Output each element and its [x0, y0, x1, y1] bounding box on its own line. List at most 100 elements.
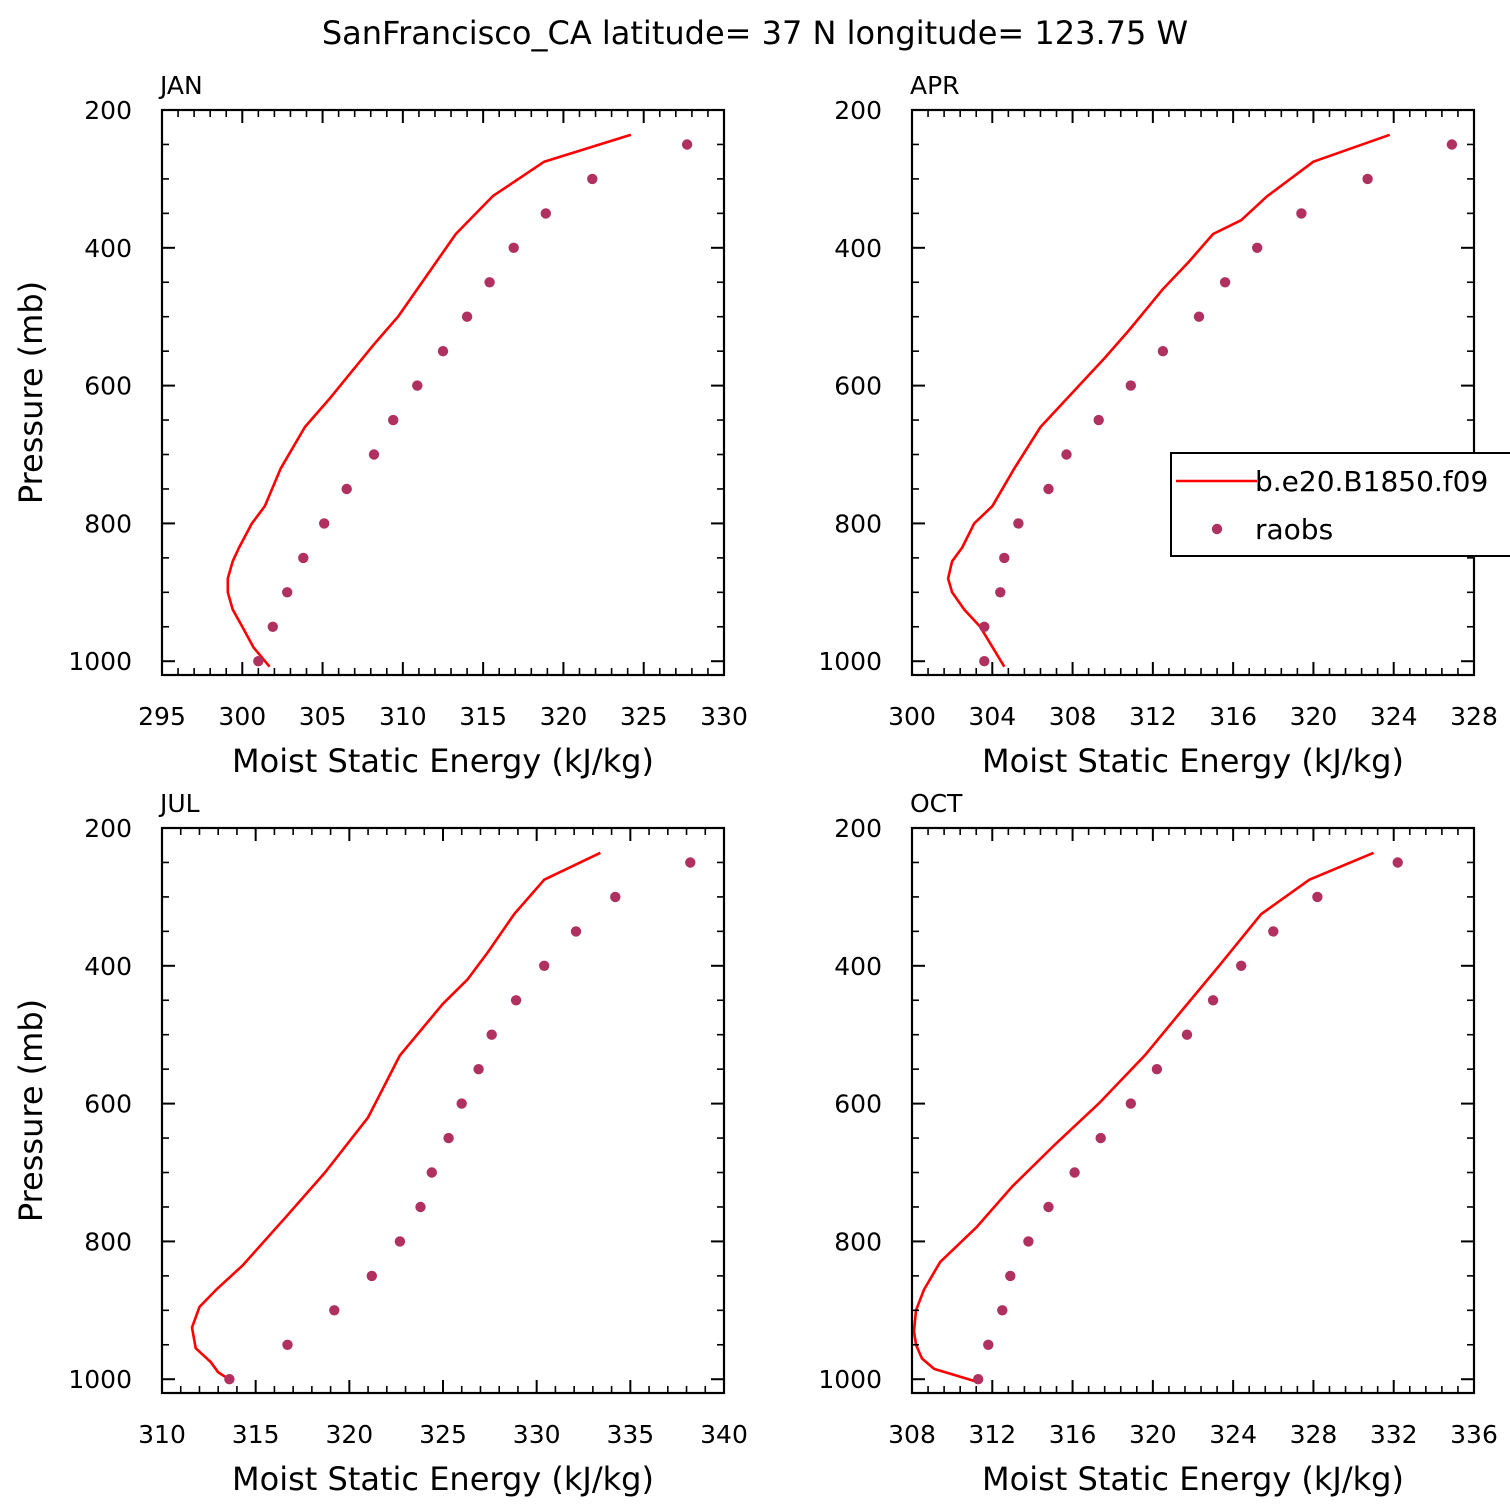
raobs-point [1043, 483, 1054, 495]
raobs-point [1125, 1098, 1137, 1109]
raobs-point [1268, 926, 1279, 937]
raobs-point [1013, 518, 1024, 529]
x-tick-label: 324 [1370, 702, 1418, 731]
raobs-point [1093, 414, 1104, 426]
raobs-point [570, 926, 582, 937]
y-tick-label: 200 [84, 814, 132, 843]
x-tick-label: 328 [1450, 702, 1498, 731]
axes-frame [910, 826, 1476, 1395]
panel-jan: 295 300 305 310 315 320 325 330 200 400 600 800 1000… [12, 71, 748, 780]
y-tick-label: 600 [834, 372, 882, 401]
x-axis-label: Moist Static Energy (kJ/kg) [232, 1460, 654, 1498]
x-tick-label: 320 [325, 1420, 373, 1449]
figure-title: SanFrancisco_CA latitude= 37 N longitude… [322, 14, 1188, 52]
x-tick-label: 312 [968, 1420, 1016, 1449]
raobs-point [1362, 173, 1373, 185]
raobs-point [282, 1339, 293, 1351]
y-axis-label: Pressure (mb) [12, 999, 50, 1222]
panel-title: JAN [158, 71, 203, 100]
raobs-point [1069, 1167, 1080, 1178]
x-tick-label: 340 [700, 1420, 748, 1449]
x-tick-label: 324 [1209, 1420, 1257, 1449]
y-tick-label: 1000 [818, 647, 882, 676]
x-tick-label: 330 [700, 702, 748, 731]
y-tick-label: 200 [834, 96, 882, 125]
panel-title: OCT [910, 789, 963, 818]
raobs-point [1157, 346, 1169, 357]
y-tick-label: 800 [834, 1227, 882, 1256]
raobs-point [1151, 1064, 1163, 1075]
raobs-point [388, 414, 399, 426]
legend: b.e20.B1850.f09 raobs [1170, 452, 1510, 557]
raobs-point [1005, 1270, 1016, 1282]
y-tick-label: 400 [84, 234, 132, 263]
raobs-point [461, 311, 473, 322]
y-tick-label: 600 [84, 372, 132, 401]
y-tick-label: 400 [834, 234, 882, 263]
raobs-point [224, 1374, 235, 1385]
x-axis-label: Moist Static Energy (kJ/kg) [982, 742, 1404, 780]
y-tick-label: 800 [84, 1227, 132, 1256]
y-tick-label: 800 [84, 509, 132, 538]
raobs-point [1446, 139, 1458, 150]
raobs-point [486, 1029, 497, 1040]
x-tick-label: 328 [1290, 1420, 1338, 1449]
raobs-point [979, 656, 990, 667]
legend-raobs-marker [1211, 523, 1223, 535]
axes-frame [160, 108, 726, 677]
x-tick-label: 332 [1370, 1420, 1418, 1449]
raobs-point [610, 891, 621, 903]
x-tick-label: 320 [1290, 702, 1338, 731]
x-tick-label: 295 [138, 702, 186, 731]
raobs-point [267, 621, 278, 632]
raobs-point [979, 621, 990, 632]
raobs-point [412, 380, 423, 391]
raobs-point [973, 1374, 984, 1385]
raobs-point [1252, 242, 1263, 253]
raobs-point [394, 1236, 406, 1247]
raobs-point [1023, 1236, 1034, 1247]
y-tick-label: 1000 [68, 1365, 132, 1394]
y-tick-label: 200 [834, 814, 882, 843]
raobs-point [997, 1305, 1008, 1316]
y-axis-label: Pressure (mb) [12, 281, 50, 504]
raobs-point [253, 656, 264, 667]
raobs-point [473, 1064, 484, 1075]
x-tick-label: 316 [1209, 702, 1257, 731]
raobs-point [319, 518, 330, 529]
legend-raobs-label: raobs [1255, 513, 1333, 546]
y-tick-label: 400 [834, 952, 882, 981]
model-line [912, 851, 1375, 1384]
axes-frame [910, 108, 1476, 677]
x-tick-label: 310 [379, 702, 427, 731]
raobs-point [1392, 857, 1403, 868]
y-tick-label: 600 [84, 1090, 132, 1119]
x-tick-label: 305 [299, 702, 347, 731]
x-tick-label: 308 [1049, 702, 1097, 731]
legend-box [1170, 452, 1510, 557]
raobs-point [456, 1098, 467, 1109]
x-tick-label: 315 [232, 1420, 280, 1449]
y-tick-label: 600 [834, 1090, 882, 1119]
x-axis-label: Moist Static Energy (kJ/kg) [232, 742, 654, 780]
x-tick-label: 320 [1129, 1420, 1177, 1449]
raobs-point [282, 587, 293, 598]
x-tick-label: 316 [1049, 1420, 1097, 1449]
model-line [190, 851, 601, 1382]
raobs-point [508, 242, 519, 253]
y-tick-label: 1000 [818, 1365, 882, 1394]
raobs-point [1193, 311, 1205, 322]
raobs-point [999, 552, 1010, 564]
raobs-point [983, 1339, 994, 1351]
x-tick-label: 325 [620, 702, 668, 731]
x-tick-label: 330 [513, 1420, 561, 1449]
x-tick-label: 335 [606, 1420, 654, 1449]
x-tick-label: 304 [968, 702, 1016, 731]
raobs-point [1219, 277, 1231, 288]
model-line [946, 133, 1391, 668]
raobs-point [540, 208, 551, 219]
raobs-point [1095, 1132, 1106, 1144]
raobs-point [443, 1132, 454, 1144]
x-tick-label: 310 [138, 1420, 186, 1449]
